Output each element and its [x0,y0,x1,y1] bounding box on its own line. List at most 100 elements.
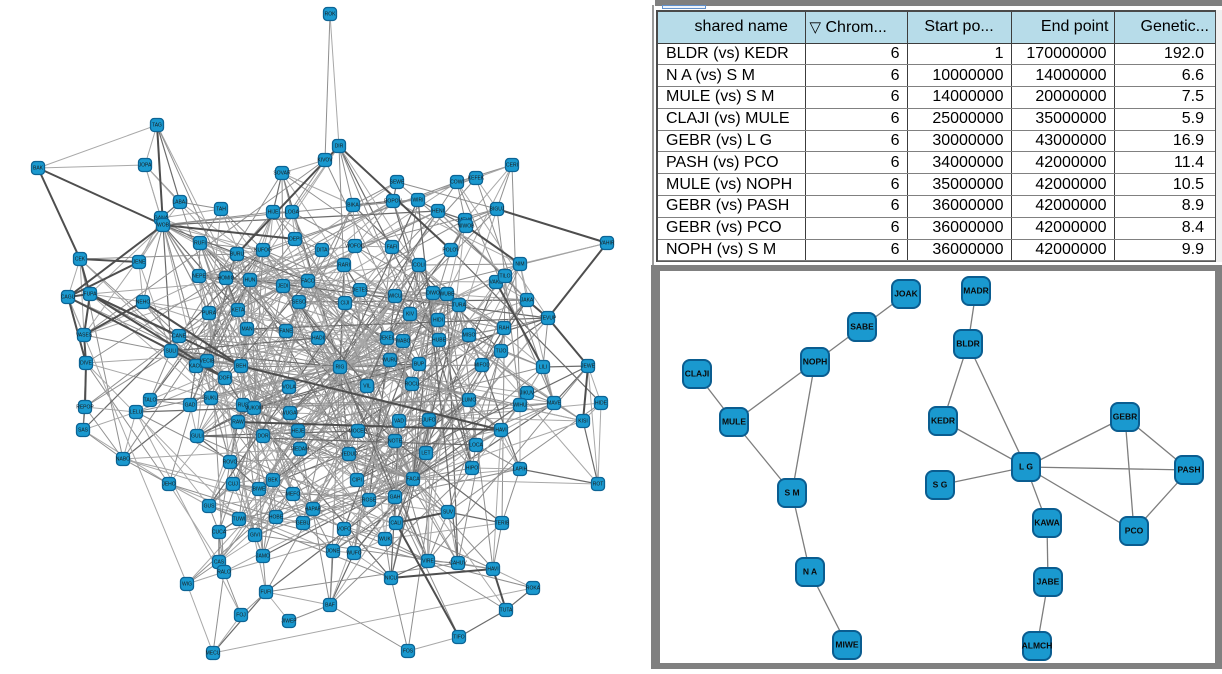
svg-text:SEWE: SEWE [390,180,405,186]
svg-text:NOTE: NOTE [388,439,403,445]
svg-text:LILI: LILI [539,365,547,371]
svg-text:MIFOD: MIFOD [474,363,490,369]
svg-text:MADR: MADR [963,286,989,296]
svg-text:BEK: BEK [268,478,279,484]
svg-text:HEJE: HEJE [292,429,305,435]
svg-text:VIL: VIL [363,384,371,390]
svg-text:TALO: TALO [144,398,157,404]
svg-text:NICU: NICU [385,576,398,582]
svg-text:PCO: PCO [1125,526,1144,536]
svg-text:SAS: SAS [78,428,89,434]
svg-text:CAGU: CAGU [61,295,76,301]
svg-text:KEDR: KEDR [931,416,955,426]
svg-text:MEDAM: MEDAM [291,447,310,453]
svg-text:NOPH: NOPH [803,357,828,367]
svg-text:WURU: WURU [382,358,398,364]
svg-text:REPOP: REPOP [76,405,94,411]
svg-text:WUFO: WUFO [346,551,361,557]
svg-text:KUFOG: KUFOG [254,248,272,254]
svg-text:WUBE: WUBE [440,292,456,298]
svg-text:BAF: BAF [325,603,335,609]
svg-text:RARI: RARI [338,263,350,269]
svg-text:KIVOV: KIVOV [317,158,333,164]
svg-text:VIRE: VIRE [422,559,434,565]
svg-text:KIV: KIV [406,312,415,318]
svg-text:TIJO: TIJO [496,349,507,355]
svg-text:GEBU: GEBU [296,521,311,527]
svg-text:CLAJI: CLAJI [685,369,710,379]
svg-text:LET: LET [421,451,430,457]
svg-text:NEPE: NEPE [192,274,206,280]
svg-text:SESO: SESO [292,300,306,306]
svg-text:DOFI: DOFI [219,376,231,382]
svg-text:FOJ: FOJ [236,613,246,619]
svg-text:WOB: WOB [157,223,170,229]
svg-text:VAD: VAD [394,419,404,425]
svg-text:FANE: FANE [279,329,293,335]
svg-text:VOLA: VOLA [282,385,296,391]
svg-text:RIG: RIG [336,365,345,371]
svg-text:HAVI: HAVI [487,567,498,573]
svg-text:HUBE: HUBE [432,338,447,344]
svg-text:VASES: VASES [76,333,93,339]
svg-text:KETA: KETA [232,308,245,314]
svg-text:JUFO: JUFO [422,418,435,424]
svg-text:RUS: RUS [238,403,249,409]
svg-text:RAH: RAH [499,326,510,332]
svg-text:BLDR: BLDR [956,339,980,349]
svg-text:JEDI: JEDI [278,284,289,290]
svg-text:RALO: RALO [217,570,231,576]
svg-text:DEPI: DEPI [289,237,301,243]
svg-text:GAD: GAD [185,403,196,409]
svg-text:PASH: PASH [1178,465,1201,475]
svg-text:GAH: GAH [390,495,401,501]
svg-text:L G: L G [1019,462,1033,472]
svg-text:HIPO: HIPO [466,466,478,472]
svg-text:WIRI: WIRI [412,198,423,204]
svg-text:FUPA: FUPA [84,292,98,298]
svg-text:COWI: COWI [450,180,464,186]
svg-text:ROT: ROT [593,482,604,488]
svg-text:FUFI: FUFI [260,590,271,596]
svg-text:CUCA: CUCA [212,530,227,536]
svg-text:SULI: SULI [165,349,176,355]
svg-text:DIWO: DIWO [426,291,440,297]
svg-text:SUV: SUV [443,510,454,516]
svg-text:DETES: DETES [352,288,369,294]
svg-text:KEFEK: KEFEK [468,176,485,182]
svg-text:BUP: BUP [414,362,425,368]
svg-text:FACO: FACO [301,279,315,285]
svg-text:JEHO: JEHO [162,482,175,488]
svg-text:CUJ: CUJ [228,482,238,488]
svg-text:HOMIG: HOMIG [218,276,235,282]
svg-text:CIJI: CIJI [341,301,350,307]
svg-text:VEDUD: VEDUD [340,452,358,458]
svg-text:JENE: JENE [133,260,146,266]
svg-text:ALMCH: ALMCH [1022,641,1053,651]
svg-text:HOBE: HOBE [269,515,284,521]
svg-text:POLOV: POLOV [442,248,460,254]
svg-text:SUKU: SUKU [204,396,218,402]
svg-text:WOFOG: WOFOG [345,244,365,250]
svg-text:CIPI: CIPI [352,478,362,484]
svg-text:LELU: LELU [130,410,143,416]
svg-text:BAK: BAK [33,166,44,172]
svg-text:WABO: WABO [395,339,410,345]
svg-text:CAHUV: CAHUV [449,561,467,567]
svg-text:TERIB: TERIB [495,521,510,527]
svg-text:BEH: BEH [236,364,247,370]
svg-text:JEWE: JEWE [581,364,596,370]
svg-text:LABAJ: LABAJ [172,200,188,206]
svg-text:RUFI: RUFI [194,241,206,247]
svg-text:SABE: SABE [850,322,874,332]
svg-text:TUTA: TUTA [500,608,513,614]
svg-text:WIHU: WIHU [513,403,527,409]
svg-text:VECIB: VECIB [199,359,215,365]
svg-text:HUN: HUN [245,278,256,284]
svg-text:ROKA: ROKA [526,586,541,592]
svg-text:HAVI: HAVI [495,428,506,434]
svg-text:TIFO: TIFO [453,635,464,641]
svg-text:LUMO: LUMO [462,398,477,404]
svg-text:DIVE: DIVE [80,361,92,367]
svg-text:NEHO: NEHO [136,300,151,306]
